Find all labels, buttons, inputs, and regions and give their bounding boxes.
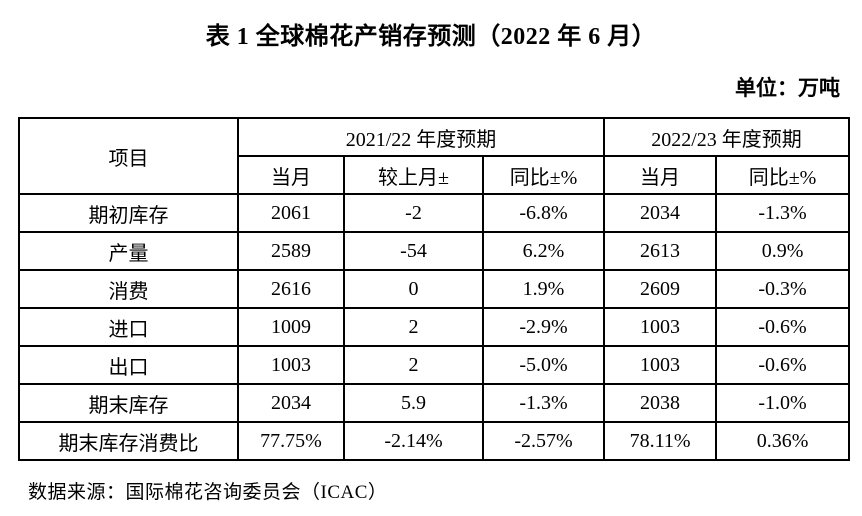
cell: 2034 [237,383,345,423]
cell: 0 [343,269,484,309]
cell: -1.3% [715,193,851,233]
table-row-ending-stock: 期末库存 2034 5.9 -1.3% 2038 -1.0% [18,383,851,423]
cell: 0.9% [715,231,851,271]
unit-label: 单位：万吨 [735,76,840,100]
cell: 78.11% [603,421,718,461]
table-row-beginning-stock: 期初库存 2061 -2 -6.8% 2034 -1.3% [18,193,851,233]
data-source-note: 数据来源：国际棉花咨询委员会（ICAC） [28,482,388,503]
row-label: 期初库存 [18,193,239,233]
cell: 2 [343,345,484,385]
cell: 2589 [237,231,345,271]
cell: -0.6% [715,307,851,347]
column-header-yoy-2122: 同比±% [481,155,606,195]
cell: -5.0% [481,345,606,385]
group-header-2021-22: 2021/22 年度预期 [236,117,606,157]
cell: 1.9% [481,269,606,309]
group-header-2022-23: 2022/23 年度预期 [603,117,851,157]
cell: 77.75% [237,421,345,461]
cell: 2034 [603,193,718,233]
column-header-item: 项目 [18,117,239,195]
row-label: 期末库存消费比 [18,421,239,461]
cell: 6.2% [481,231,606,271]
column-header-current-month-2223: 当月 [603,155,718,195]
cell: 0.36% [715,421,851,461]
column-header-yoy-2223: 同比±% [715,155,851,195]
cell: 2 [343,307,484,347]
cell: -0.3% [715,269,851,309]
cell: -1.0% [715,383,851,423]
cell: 2616 [237,269,345,309]
table-row-imports: 进口 1009 2 -2.9% 1003 -0.6% [18,307,851,347]
table-row-stock-to-use-ratio: 期末库存消费比 77.75% -2.14% -2.57% 78.11% 0.36… [18,421,851,461]
cell: 2609 [603,269,718,309]
cell: 1003 [603,307,718,347]
cotton-forecast-table: 项目 2021/22 年度预期 2022/23 年度预期 当月 较上月± 同比±… [18,117,851,461]
cell: 1003 [237,345,345,385]
row-label: 产量 [18,231,239,271]
cell: -2.9% [481,307,606,347]
header-row-subcolumns: 当月 较上月± 同比±% 当月 同比±% [19,155,851,195]
row-label: 期末库存 [18,383,239,423]
cell: -2.57% [481,421,606,461]
cell: -2.14% [343,421,484,461]
table-header: 项目 2021/22 年度预期 2022/23 年度预期 当月 较上月± 同比±… [18,117,851,195]
cell: -6.8% [481,193,606,233]
cell: 2613 [603,231,718,271]
table-row-production: 产量 2589 -54 6.2% 2613 0.9% [18,231,851,271]
column-header-current-month-2122: 当月 [237,155,345,195]
cell: 5.9 [343,383,484,423]
column-header-vs-last-month-2122: 较上月± [343,155,484,195]
cell: 1009 [237,307,345,347]
row-label: 消费 [18,269,239,309]
cell: 2061 [237,193,345,233]
cell: -54 [343,231,484,271]
cell: -0.6% [715,345,851,385]
table-row-consumption: 消费 2616 0 1.9% 2609 -0.3% [18,269,851,309]
cell: 2038 [603,383,718,423]
table-body: 期初库存 2061 -2 -6.8% 2034 -1.3% 产量 2589 -5… [18,193,851,461]
cell: -1.3% [481,383,606,423]
table-row-exports: 出口 1003 2 -5.0% 1003 -0.6% [18,345,851,385]
header-row-groups: 项目 2021/22 年度预期 2022/23 年度预期 [18,117,851,195]
page-title: 表 1 全球棉花产销存预测（2022 年 6 月） [205,24,657,50]
cell: 1003 [603,345,718,385]
cell: -2 [343,193,484,233]
row-label: 出口 [18,345,239,385]
row-label: 进口 [18,307,239,347]
